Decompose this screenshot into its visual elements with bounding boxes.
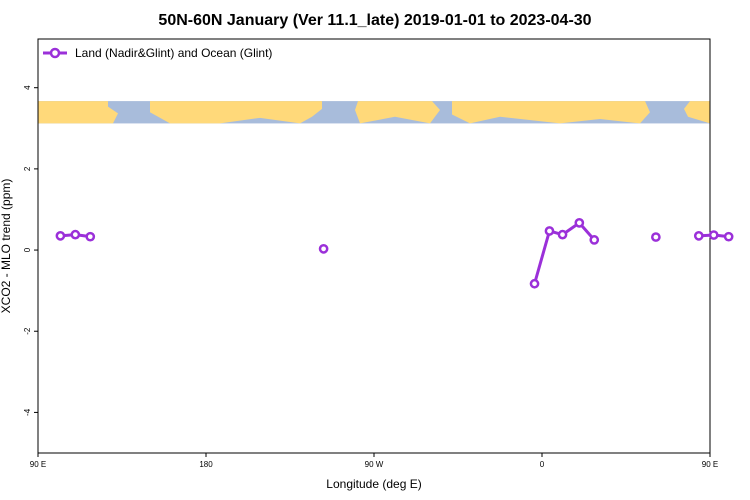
data-point xyxy=(589,235,600,245)
y-tick-label: -2 xyxy=(23,327,32,335)
data-point xyxy=(544,226,555,236)
map-land xyxy=(452,101,650,124)
y-axis-label: XCO2 - MLO trend (ppm) xyxy=(0,179,13,314)
data-point xyxy=(651,232,661,242)
data-point xyxy=(70,229,81,240)
x-tick-label: 180 xyxy=(199,460,213,469)
chart-title: 50N-60N January (Ver 11.1_late) 2019-01-… xyxy=(158,12,591,29)
y-axis: -4 -2 0 2 4 xyxy=(23,85,38,416)
x-tick-label: 90 E xyxy=(30,460,46,469)
legend-entry-label: Land (Nadir&Glint) and Ocean (Glint) xyxy=(75,46,272,60)
data-point xyxy=(693,231,704,241)
y-tick-label: 0 xyxy=(23,247,32,252)
y-tick-label: -4 xyxy=(23,408,32,416)
data-point xyxy=(318,243,329,254)
map-land xyxy=(355,101,440,124)
data-point xyxy=(723,231,734,242)
data-point xyxy=(708,230,719,240)
legend: Land (Nadir&Glint) and Ocean (Glint) xyxy=(43,46,272,60)
x-axis-label: Longitude (deg E) xyxy=(326,477,421,491)
data-point xyxy=(574,218,585,228)
world-map-strip xyxy=(38,101,710,124)
y-tick-label: 2 xyxy=(23,166,32,171)
map-land xyxy=(38,101,118,124)
x-tick-label: 0 xyxy=(540,460,545,469)
data-point xyxy=(85,231,96,242)
series-layer xyxy=(55,218,734,289)
map-land xyxy=(150,101,322,124)
map-land xyxy=(684,101,710,124)
y-tick-label: 4 xyxy=(23,85,32,90)
x-axis: 90 E 180 90 W 0 90 E xyxy=(30,453,718,469)
data-point xyxy=(557,229,568,240)
x-tick-label: 90 E xyxy=(702,460,718,469)
x-tick-label: 90 W xyxy=(365,460,384,469)
data-point xyxy=(55,231,66,241)
data-point xyxy=(529,278,540,289)
legend-swatch-marker xyxy=(49,47,61,59)
